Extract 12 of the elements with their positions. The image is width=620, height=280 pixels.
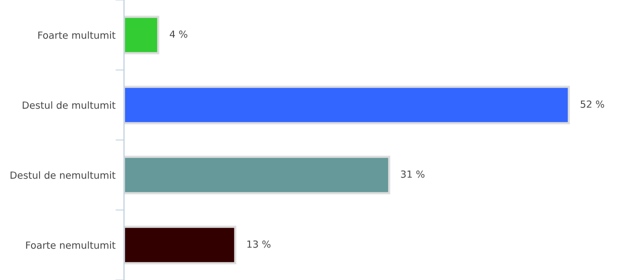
y-tick-label: Destul de multumit <box>22 101 116 109</box>
data-label: 52 % <box>580 100 604 108</box>
y-tick-label: Foarte nemultumit <box>26 241 116 249</box>
y-tick-label: Foarte multumit <box>38 31 116 39</box>
bar <box>124 156 390 194</box>
data-label: 4 % <box>170 30 188 38</box>
y-tick-label: Destul de nemultumit <box>10 171 116 179</box>
bar <box>124 16 160 54</box>
bar <box>124 226 236 264</box>
bar <box>124 86 570 124</box>
data-label: 13 % <box>247 240 270 248</box>
data-label: 31 % <box>401 170 424 178</box>
